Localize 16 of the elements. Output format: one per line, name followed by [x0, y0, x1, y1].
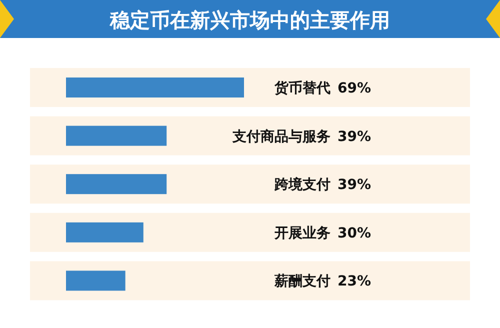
data-label: 69% — [337, 80, 371, 96]
bar — [66, 174, 167, 194]
data-label: 39% — [337, 128, 371, 145]
y-tick-label: 薪酬支付 — [273, 274, 330, 290]
y-tick-label: 支付商品与服务 — [231, 128, 330, 145]
bar — [66, 126, 167, 146]
data-label: 39% — [337, 177, 371, 194]
y-tick-label: 货币替代 — [273, 80, 330, 96]
data-label: 23% — [337, 274, 371, 290]
bar — [66, 78, 244, 98]
data-label: 30% — [337, 225, 371, 242]
chart-title: 稳定币在新兴市场中的主要作用 — [109, 8, 390, 32]
y-tick-label: 开展业务 — [273, 225, 330, 242]
y-tick-label: 跨境支付 — [273, 176, 330, 194]
bar — [66, 222, 144, 242]
bar — [66, 270, 126, 291]
